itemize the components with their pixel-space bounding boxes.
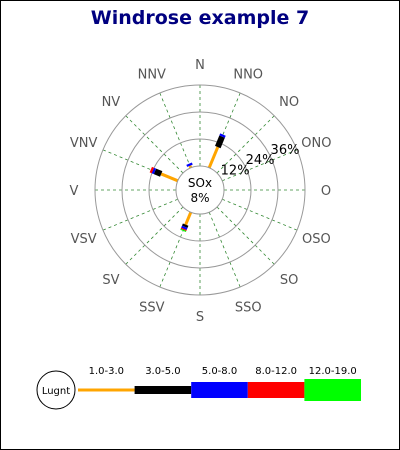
direction-label-s: S (196, 310, 204, 325)
grid-spoke-nnv (159, 92, 192, 168)
bar-nno-bin-2 (215, 135, 225, 149)
direction-label-oso: OSO (302, 232, 331, 247)
direction-label-o: O (321, 184, 331, 199)
ring-label-1: 12% (221, 163, 250, 178)
direction-label-n: N (195, 58, 205, 73)
direction-label-so: SO (280, 273, 298, 288)
grid-ring-1 (148, 138, 252, 242)
legend-calm-circle (36, 370, 76, 410)
grid-spoke-sv (125, 206, 184, 265)
ring-label-3: 36% (271, 143, 300, 158)
bar-vnv-bin-4 (149, 166, 155, 174)
grid-spoke-sso (208, 212, 241, 288)
ring-label-2: 24% (246, 153, 275, 168)
grid-spoke-nv (125, 115, 184, 174)
legend-label-2: 3.0-5.0 (145, 366, 180, 377)
grid-spoke-ono (222, 149, 298, 182)
legend-label-4: 8.0-12.0 (255, 366, 297, 377)
direction-label-ssv: SSV (139, 300, 165, 315)
legend-title: Lugnt (42, 386, 70, 397)
direction-label-nv: NV (102, 95, 121, 110)
direction-label-nno: NNO (233, 68, 263, 83)
bar-nno-bin-1 (207, 146, 220, 169)
center-circle (175, 165, 225, 215)
direction-label-sso: SSO (235, 300, 262, 315)
bar-ssv-bin-3 (181, 225, 188, 230)
direction-label-no: NO (279, 95, 299, 110)
legend-label-3: 5.0-8.0 (202, 366, 237, 377)
legend-items: 1.0-3.0 3.0-5.0 5.0-8.0 8.0-12.0 12.0-19.0 (78, 366, 361, 401)
bar-vnv-bin-3 (151, 167, 157, 175)
direction-label-nnv: NNV (138, 68, 166, 83)
bar-ssv-bin-2 (182, 223, 189, 228)
legend-label-5: 12.0-19.0 (309, 366, 357, 377)
bar-nnv-bin-3 (186, 162, 193, 167)
direction-label-vnv: VNV (70, 136, 98, 151)
ring-labels: 12%24%36% (221, 143, 300, 179)
center-label: SOx (188, 176, 212, 190)
bar-nno-bin-3 (219, 133, 226, 138)
chart-title: Windrose example 7 (91, 7, 309, 29)
direction-label-vsv: VSV (71, 232, 97, 247)
grid-spoke-oso (222, 198, 298, 231)
bar-vnv-bin-2 (153, 168, 163, 177)
bar-ssv-bin-1 (184, 211, 193, 226)
direction-label-sv: SV (102, 273, 119, 288)
center-value: 8% (190, 191, 209, 205)
direction-label-v: V (70, 184, 79, 199)
grid-spoke-no (216, 115, 275, 174)
legend: Lugnt 1.0-3.0 3.0-5.0 5.0-8.0 8.0-12.0 12.0-… (36, 366, 361, 410)
direction-labels: N NNO NO ONO O OSO SO SSO S SSV SV VSV V VNV NV NNV (70, 58, 332, 325)
grid-spoke-so (216, 206, 275, 265)
grid-spoke-vsv (102, 198, 178, 231)
wind-bars (149, 133, 226, 233)
grid-ring-2 (121, 111, 279, 269)
bar-vnv-bin-1 (160, 172, 179, 183)
direction-label-ono: ONO (301, 136, 331, 151)
legend-label-1: 1.0-3.0 (89, 366, 124, 377)
grid-ring-3 (94, 84, 306, 296)
